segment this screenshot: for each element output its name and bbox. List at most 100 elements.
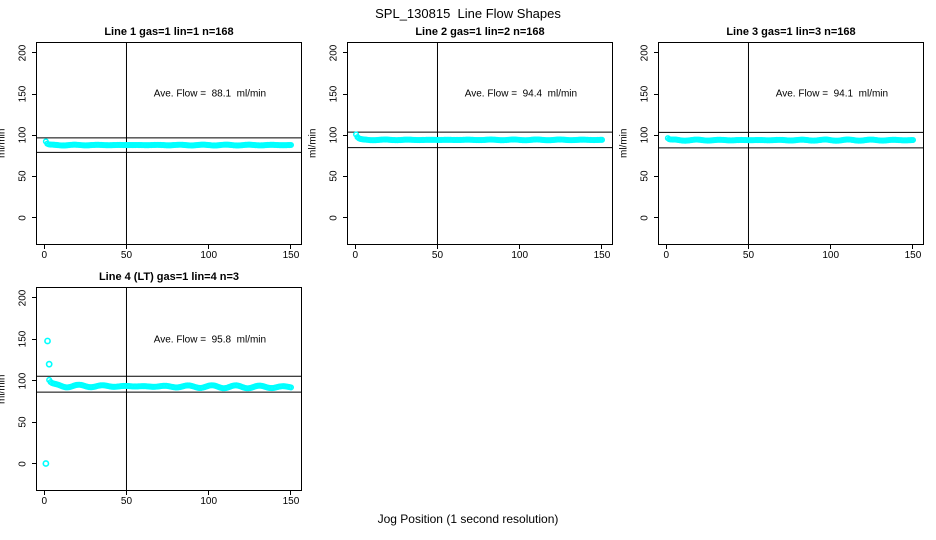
panel-title: Line 2 gas=1 lin=2 n=168 xyxy=(415,26,545,38)
x-tick-label: 150 xyxy=(282,496,300,507)
y-tick-label: 0 xyxy=(639,214,651,221)
flow-data-point xyxy=(909,136,917,144)
ave-flow-annotation: Ave. Flow = 88.1 ml/min xyxy=(153,88,267,100)
x-tick-mark xyxy=(125,490,127,495)
x-tick-mark xyxy=(601,244,603,249)
y-tick-mark xyxy=(32,52,37,54)
ave-flow-annotation: Ave. Flow = 94.4 ml/min xyxy=(464,88,578,100)
x-axis-label: Jog Position (1 second resolution) xyxy=(377,512,559,526)
x-tick-mark xyxy=(354,244,356,249)
x-tick-label: 150 xyxy=(593,250,611,261)
y-tick-mark xyxy=(343,134,348,136)
y-tick-mark xyxy=(654,217,659,219)
x-tick-label: 50 xyxy=(431,250,444,261)
y-axis-title: ml/min xyxy=(0,128,8,159)
x-tick-mark xyxy=(912,244,914,249)
panel-line-4: Line 4 (LT) gas=1 lin=4 n=3 ml/min Ave. … xyxy=(0,271,302,507)
plot-canvas xyxy=(348,43,612,244)
ave-flow-annotation: Ave. Flow = 95.8 ml/min xyxy=(153,334,267,345)
y-tick-label: 100 xyxy=(17,372,29,390)
y-axis-title: ml/min xyxy=(618,128,630,159)
panel-line-3: Line 3 gas=1 lin=3 n=168 ml/min Ave. Flo… xyxy=(619,26,924,261)
y-axis-title: ml/min xyxy=(307,128,319,159)
x-tick-mark xyxy=(519,244,521,249)
y-tick-mark xyxy=(32,380,37,382)
x-tick-label: 0 xyxy=(663,250,670,261)
y-tick-label: 150 xyxy=(17,330,29,348)
flow-data-point xyxy=(598,136,606,143)
y-tick-label: 50 xyxy=(639,170,651,182)
y-tick-label: 200 xyxy=(639,44,651,62)
x-tick-mark xyxy=(290,490,292,495)
y-tick-mark xyxy=(32,421,37,423)
flow-outlier-point xyxy=(45,360,53,368)
x-tick-label: 50 xyxy=(742,250,755,261)
panel-line-1: Line 1 gas=1 lin=1 n=168 ml/min Ave. Flo… xyxy=(0,26,302,261)
x-tick-label: 100 xyxy=(822,250,840,261)
panel-line-2: Line 2 gas=1 lin=2 n=168 ml/min Ave. Flo… xyxy=(308,26,613,261)
y-tick-mark xyxy=(32,297,37,299)
x-tick-mark xyxy=(665,244,667,249)
y-tick-label: 200 xyxy=(17,44,29,62)
y-tick-mark xyxy=(654,134,659,136)
x-tick-mark xyxy=(43,490,45,495)
y-tick-label: 200 xyxy=(328,44,340,62)
x-tick-mark xyxy=(125,244,127,249)
x-tick-label: 100 xyxy=(200,496,218,507)
y-tick-mark xyxy=(32,134,37,136)
y-tick-label: 150 xyxy=(639,85,651,103)
y-tick-label: 0 xyxy=(328,214,340,221)
y-tick-label: 100 xyxy=(17,126,29,144)
y-tick-mark xyxy=(654,93,659,95)
x-tick-mark xyxy=(208,490,210,495)
y-tick-label: 150 xyxy=(328,85,340,103)
x-tick-label: 0 xyxy=(41,250,48,261)
y-tick-label: 50 xyxy=(328,170,340,182)
x-tick-label: 100 xyxy=(511,250,529,261)
y-tick-mark xyxy=(343,175,348,177)
plot-canvas xyxy=(659,43,923,244)
y-tick-label: 100 xyxy=(639,126,651,144)
x-tick-mark xyxy=(43,244,45,249)
flow-outlier-point xyxy=(44,337,51,345)
y-tick-mark xyxy=(654,52,659,54)
x-tick-label: 0 xyxy=(352,250,359,261)
plot-canvas xyxy=(37,43,301,244)
y-tick-mark xyxy=(343,52,348,54)
y-tick-mark xyxy=(32,93,37,95)
y-tick-label: 50 xyxy=(17,416,29,428)
x-tick-label: 50 xyxy=(120,496,133,507)
x-tick-label: 150 xyxy=(904,250,922,261)
x-tick-label: 50 xyxy=(120,250,133,261)
y-tick-mark xyxy=(32,217,37,219)
y-tick-mark xyxy=(32,338,37,340)
y-tick-label: 100 xyxy=(328,126,340,144)
x-tick-label: 150 xyxy=(282,250,300,261)
x-tick-mark xyxy=(747,244,749,249)
panel-title: Line 1 gas=1 lin=1 n=168 xyxy=(104,26,234,38)
flow-data-point xyxy=(287,384,295,391)
y-tick-mark xyxy=(343,217,348,219)
y-tick-mark xyxy=(32,175,37,177)
y-tick-label: 50 xyxy=(17,170,29,182)
panel-title: Line 4 (LT) gas=1 lin=4 n=3 xyxy=(98,271,240,283)
panel-title: Line 3 gas=1 lin=3 n=168 xyxy=(726,26,856,38)
x-tick-mark xyxy=(830,244,832,249)
y-tick-mark xyxy=(654,175,659,177)
y-tick-mark xyxy=(32,463,37,464)
flow-data-point xyxy=(287,141,295,149)
x-tick-mark xyxy=(436,244,438,249)
y-tick-label: 0 xyxy=(17,460,29,467)
y-tick-label: 200 xyxy=(17,289,29,307)
y-tick-mark xyxy=(343,93,348,95)
y-tick-label: 0 xyxy=(17,214,29,221)
x-tick-label: 0 xyxy=(41,496,48,507)
x-tick-label: 100 xyxy=(200,250,218,261)
flow-outlier-point xyxy=(42,460,50,467)
x-tick-mark xyxy=(208,244,210,249)
plot-canvas xyxy=(37,288,301,490)
figure-title: SPL_130815 Line Flow Shapes xyxy=(375,6,561,21)
x-tick-mark xyxy=(290,244,292,249)
y-axis-title: ml/min xyxy=(0,374,8,404)
